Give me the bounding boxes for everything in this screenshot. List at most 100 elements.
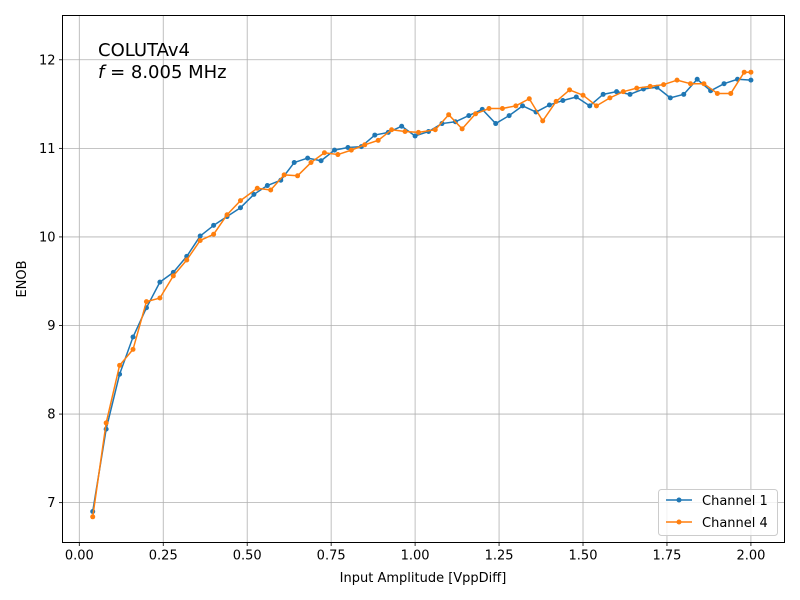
x-tick-label: 1.75 [652,549,681,564]
data-point-channel-4 [170,273,176,279]
data-point-channel-4 [130,346,136,352]
data-point-channel-1 [748,77,754,83]
legend-label-channel-1: Channel 1 [702,494,768,509]
data-point-channel-1 [587,103,593,109]
data-point-channel-1 [600,91,606,97]
data-point-channel-4 [308,160,314,166]
data-point-channel-1 [318,158,324,164]
data-point-channel-4 [661,82,667,88]
data-point-channel-4 [701,81,707,87]
data-point-channel-1 [667,95,673,101]
data-point-channel-4 [580,92,586,98]
data-point-channel-4 [526,96,532,102]
data-point-channel-4 [389,127,395,133]
series-layer [90,69,754,520]
data-point-channel-1 [573,94,579,100]
data-point-channel-1 [439,121,445,127]
data-point-channel-1 [237,205,243,211]
data-point-channel-1 [305,155,311,161]
data-point-channel-1 [560,98,566,104]
legend-marker-channel-4 [676,519,682,525]
y-tick-label: 9 [47,319,55,334]
data-point-channel-1 [694,76,700,82]
frequency-symbol: f [98,62,107,83]
y-tick-label: 11 [39,142,56,157]
data-point-channel-4 [224,212,230,218]
data-point-channel-1 [157,279,163,285]
data-point-channel-4 [540,118,546,124]
y-tick-label: 10 [39,230,56,245]
data-point-channel-4 [197,237,203,243]
data-point-channel-4 [254,185,260,191]
data-point-channel-1 [506,113,512,119]
data-point-channel-4 [674,77,680,83]
data-point-channel-4 [268,187,274,193]
data-point-channel-4 [567,87,573,93]
data-point-channel-4 [143,299,149,305]
y-tick-label: 7 [47,496,55,511]
data-point-channel-1 [412,133,418,139]
data-point-channel-4 [362,142,368,148]
data-point-channel-4 [634,85,640,91]
data-point-channel-4 [375,137,381,143]
data-point-channel-1 [721,81,727,87]
legend: Channel 1 Channel 4 [658,489,778,536]
data-point-channel-4 [620,89,626,95]
data-point-channel-4 [499,106,505,111]
data-point-channel-4 [281,172,287,178]
data-point-channel-4 [321,150,327,156]
data-point-channel-4 [741,69,747,75]
data-point-channel-4 [553,98,559,104]
data-point-channel-4 [402,129,408,135]
x-tick-label: 2.00 [736,549,765,564]
data-point-channel-1 [211,222,217,228]
chart-title-line2: f = 8.005 MHz [98,62,227,83]
x-tick-label: 1.50 [569,549,598,564]
data-point-channel-4 [486,106,492,111]
legend-box [658,489,778,536]
data-point-channel-1 [681,91,687,97]
y-axis: 7 8 9 10 11 12 [39,53,63,511]
data-point-channel-4 [446,112,452,118]
data-point-channel-1 [264,183,270,189]
data-point-channel-4 [687,81,693,87]
plot-frame [62,15,785,543]
chart-title-line1: COLUTAv4 [98,40,190,61]
y-tick-label: 12 [39,53,56,68]
data-point-channel-4 [348,147,354,153]
data-point-channel-4 [295,173,301,179]
data-point-channel-1 [372,132,378,138]
legend-label-channel-4: Channel 4 [702,516,768,531]
data-point-channel-1 [520,103,526,109]
x-tick-label: 0.50 [233,549,262,564]
data-point-channel-1 [627,91,633,97]
data-point-channel-4 [237,198,243,204]
legend-marker-channel-1 [676,497,682,503]
data-point-channel-1 [493,121,499,127]
x-tick-label: 0.00 [65,549,94,564]
data-point-channel-1 [546,102,552,108]
data-point-channel-1 [614,89,620,95]
data-point-channel-4 [459,126,465,132]
x-axis-label: Input Amplitude [VppDiff] [340,571,507,586]
x-tick-label: 0.75 [317,549,346,564]
data-point-channel-4 [335,152,341,158]
data-point-channel-1 [251,191,257,197]
data-point-channel-4 [415,129,421,135]
data-point-channel-4 [647,83,653,89]
data-point-channel-1 [345,144,351,150]
series-channel-4 [90,69,754,520]
x-tick-label: 1.25 [485,549,514,564]
x-axis: 0.00 0.25 0.50 0.75 1.00 1.25 1.50 1.75 2.00 [65,542,765,564]
data-point-channel-4 [513,103,519,109]
y-tick-label: 8 [47,408,55,423]
data-point-channel-1 [466,113,472,119]
data-point-channel-4 [607,95,613,101]
data-point-channel-4 [90,514,96,520]
data-point-channel-4 [157,295,163,301]
data-point-channel-4 [714,90,720,96]
data-point-channel-4 [473,111,479,117]
x-tick-label: 0.25 [149,549,178,564]
x-tick-label: 1.00 [401,549,430,564]
data-point-channel-4 [184,257,190,263]
